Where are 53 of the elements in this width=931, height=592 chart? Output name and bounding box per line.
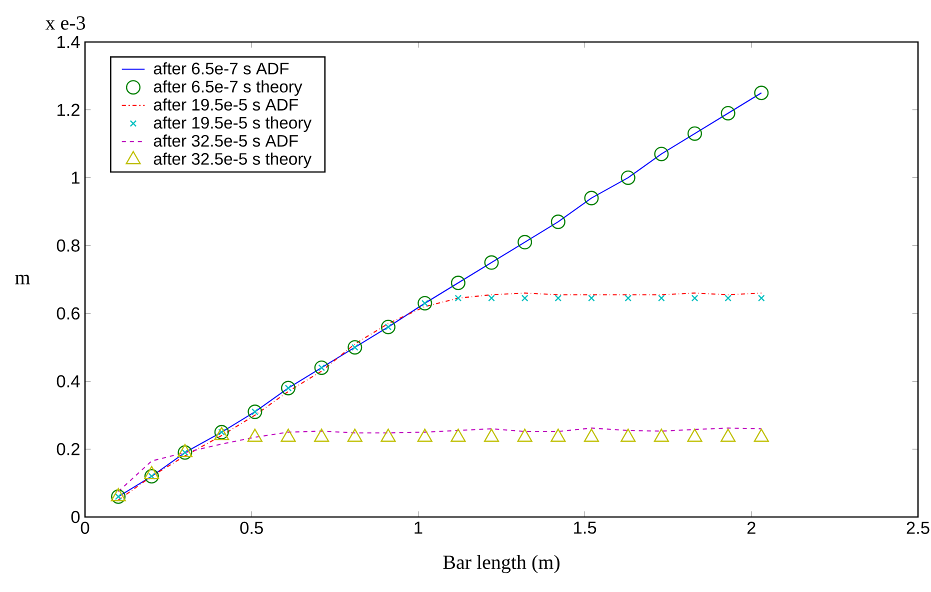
point bbox=[658, 294, 665, 302]
point bbox=[624, 294, 632, 302]
y-tick-label: 0 bbox=[71, 510, 80, 524]
x-tick-label: 2.5 bbox=[906, 522, 930, 534]
point bbox=[488, 294, 495, 302]
point bbox=[314, 360, 329, 375]
point bbox=[178, 445, 192, 460]
legend-label: after 6.5e-7 s theory bbox=[154, 80, 302, 96]
point bbox=[654, 146, 669, 162]
y-tick-label: 0.4 bbox=[56, 375, 80, 388]
point bbox=[450, 276, 466, 290]
point bbox=[754, 86, 769, 100]
point bbox=[720, 106, 736, 121]
x-tick-label: 2 bbox=[747, 522, 756, 534]
legend-label: after 6.5e-7 s ADF bbox=[154, 62, 289, 74]
point bbox=[518, 234, 532, 250]
point bbox=[687, 126, 702, 141]
point bbox=[521, 294, 528, 302]
point bbox=[588, 294, 595, 302]
y-tick-label: 1.4 bbox=[58, 36, 80, 48]
y-tick-label: 0.6 bbox=[56, 307, 80, 320]
legend-label: after 32.5e-5 s ADF bbox=[154, 134, 298, 147]
point bbox=[248, 404, 262, 420]
point bbox=[584, 190, 599, 206]
point bbox=[724, 294, 732, 302]
line-series bbox=[118, 428, 762, 492]
y-tick-label: 0.8 bbox=[56, 239, 80, 252]
point bbox=[550, 214, 566, 230]
point bbox=[620, 170, 636, 185]
point bbox=[758, 294, 765, 302]
point bbox=[484, 255, 499, 270]
point bbox=[380, 320, 396, 334]
y-axis-title: m bbox=[15, 274, 30, 284]
text: x e-3 bbox=[45, 16, 86, 30]
point bbox=[111, 489, 126, 504]
legend-label: after 19.5e-5 s ADF bbox=[154, 98, 298, 111]
y-tick-label: 1 bbox=[72, 172, 80, 184]
point bbox=[144, 469, 159, 484]
x-tick-label: 1 bbox=[414, 522, 422, 534]
point bbox=[280, 380, 296, 396]
legend-label: after 32.5e-5 s theory bbox=[154, 152, 312, 168]
legend-label: after 19.5e-5 s theory bbox=[154, 116, 312, 132]
point bbox=[348, 340, 362, 355]
y-tick-label: 0.2 bbox=[56, 442, 80, 456]
point bbox=[691, 294, 698, 302]
x-tick-label: 0 bbox=[80, 522, 90, 534]
point bbox=[454, 294, 462, 302]
x-axis-title: Bar length (m) bbox=[443, 554, 560, 574]
x-tick-label: 0.5 bbox=[240, 522, 263, 534]
point bbox=[554, 294, 562, 302]
point bbox=[418, 296, 432, 311]
x-tick-label: 1.5 bbox=[574, 522, 596, 534]
y-tick-label: 1.2 bbox=[58, 104, 80, 116]
